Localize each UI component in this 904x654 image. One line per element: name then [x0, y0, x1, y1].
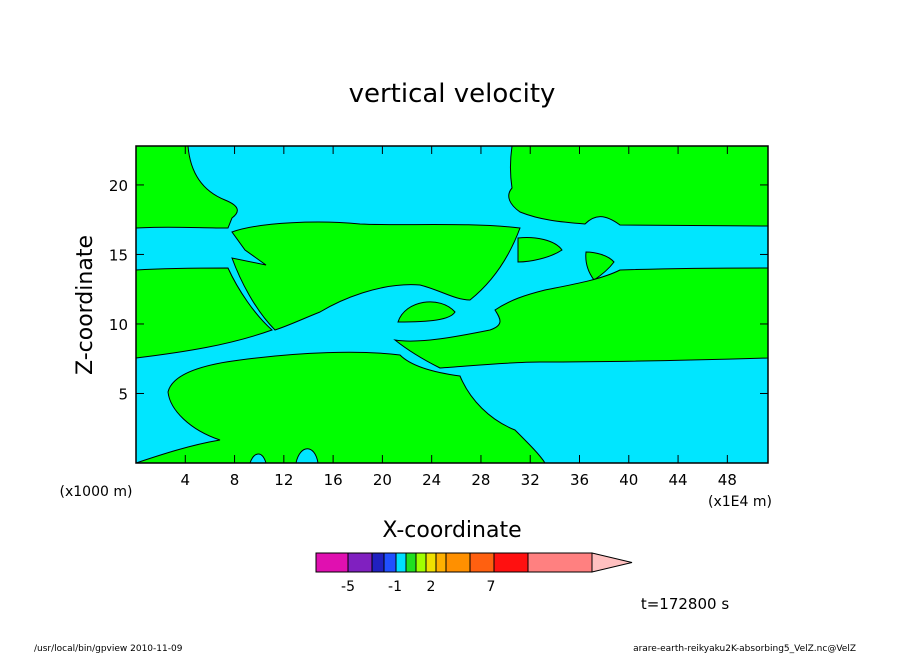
x-unit-right: (x1E4 m) — [708, 494, 772, 510]
colorbar-arrow — [591, 552, 633, 573]
x-tick-label: 36 — [570, 471, 589, 489]
x-tick-label: 40 — [619, 471, 638, 489]
colorbar-labels: -5 -1 2 7 — [341, 579, 495, 595]
green-region-right-inner — [517, 237, 563, 263]
colorbar-swatch — [425, 552, 437, 573]
y-axis-label: Z-coordinate — [73, 235, 98, 375]
x-tick-label: 12 — [274, 471, 293, 489]
x-tick-label: 32 — [521, 471, 540, 489]
footer-left: /usr/local/bin/gpview 2010-11-09 — [34, 644, 183, 654]
green-region-mid-right — [393, 267, 768, 369]
x-tick-label: 44 — [669, 471, 688, 489]
green-region-top-right — [508, 146, 768, 227]
green-region-bottom — [136, 351, 546, 463]
colorbar-swatch — [493, 552, 529, 573]
green-region-right-small — [585, 251, 615, 281]
x-tick-label: 4 — [181, 471, 191, 489]
x-tick-label: 48 — [718, 471, 737, 489]
colorbar-swatch — [395, 552, 407, 573]
green-region-small-lens — [397, 301, 456, 323]
colorbar — [315, 552, 633, 573]
colorbar-label: -5 — [341, 579, 355, 595]
footer-right: arare-earth-reikyaku2K-absorbing5_VelZ.n… — [633, 644, 856, 654]
x-axis-label: X-coordinate — [382, 518, 521, 543]
colorbar-swatch — [371, 552, 385, 573]
colorbar-label: -1 — [388, 579, 402, 595]
colorbar-swatch — [527, 552, 593, 573]
x-tick-label: 20 — [373, 471, 392, 489]
x-tick-label: 24 — [422, 471, 441, 489]
x-tick-label: 28 — [471, 471, 490, 489]
colorbar-swatch — [383, 552, 397, 573]
y-tick-label: 15 — [109, 246, 128, 264]
chart-title: vertical velocity — [349, 79, 556, 109]
x-unit-left: (x1000 m) — [60, 484, 133, 500]
colorbar-swatch — [445, 552, 471, 573]
plot-frame — [135, 145, 769, 464]
green-region-center — [231, 221, 521, 331]
colorbar-swatch — [435, 552, 447, 573]
colorbar-swatch — [469, 552, 495, 573]
y-tick-label: 10 — [109, 316, 128, 334]
x-ticks: 4 8 12 16 20 24 28 32 36 40 44 48 — [181, 146, 737, 489]
colorbar-swatch — [415, 552, 427, 573]
green-region-top-left — [136, 146, 238, 229]
y-tick-label: 20 — [109, 177, 128, 195]
x-tick-label: 8 — [230, 471, 240, 489]
colorbar-label: 7 — [487, 579, 496, 595]
green-region-mid-left — [136, 267, 273, 359]
y-ticks: 5 10 15 20 — [109, 177, 768, 403]
y-tick-label: 5 — [118, 385, 128, 403]
time-label: t=172800 s — [641, 595, 729, 613]
colorbar-swatch — [315, 552, 349, 573]
colorbar-swatch — [405, 552, 417, 573]
colorbar-swatch — [347, 552, 373, 573]
colorbar-label: 2 — [427, 579, 436, 595]
x-tick-label: 16 — [324, 471, 343, 489]
